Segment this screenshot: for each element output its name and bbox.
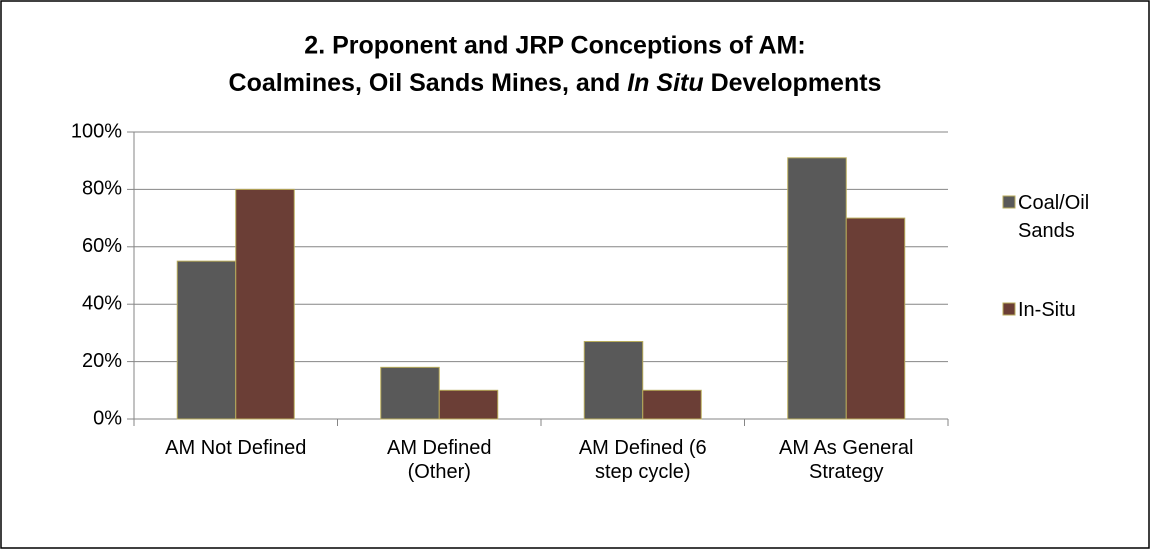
- legend-label: Coal/Oil Sands: [1018, 192, 1090, 242]
- bar: [380, 366, 440, 420]
- legend-label: In-Situ: [1018, 299, 1076, 321]
- bar: [845, 217, 906, 420]
- bar: [787, 157, 847, 420]
- title-part: Developments: [704, 69, 882, 97]
- bar: [176, 260, 237, 420]
- y-tick-label: 80%: [82, 178, 122, 200]
- x-tick-label: AM Not Defined: [165, 437, 307, 459]
- title-part: Coalmines, Oil Sands Mines, and: [229, 69, 628, 97]
- x-tick-label: AM Defined (6 step cycle): [578, 437, 707, 483]
- y-tick-label: 40%: [82, 292, 122, 314]
- y-tick-label: 100%: [71, 120, 122, 142]
- title-part: In Situ: [627, 69, 703, 97]
- y-tick-label: 60%: [82, 235, 122, 257]
- bar: [642, 389, 702, 420]
- bar: [235, 188, 295, 420]
- legend-swatch: [1002, 302, 1016, 316]
- x-tick-label: AM Defined (Other): [387, 437, 492, 483]
- bar: [583, 341, 644, 420]
- chart-title: Coalmines, Oil Sands Mines, and In Situ …: [229, 69, 882, 97]
- y-tick-label: 20%: [82, 350, 122, 372]
- y-tick-label: 0%: [93, 407, 122, 429]
- x-tick-label: AM As General Strategy: [778, 437, 914, 483]
- legend-swatch: [1002, 195, 1016, 209]
- bar: [438, 389, 499, 420]
- chart-title: 2. Proponent and JRP Conceptions of AM:: [304, 32, 805, 60]
